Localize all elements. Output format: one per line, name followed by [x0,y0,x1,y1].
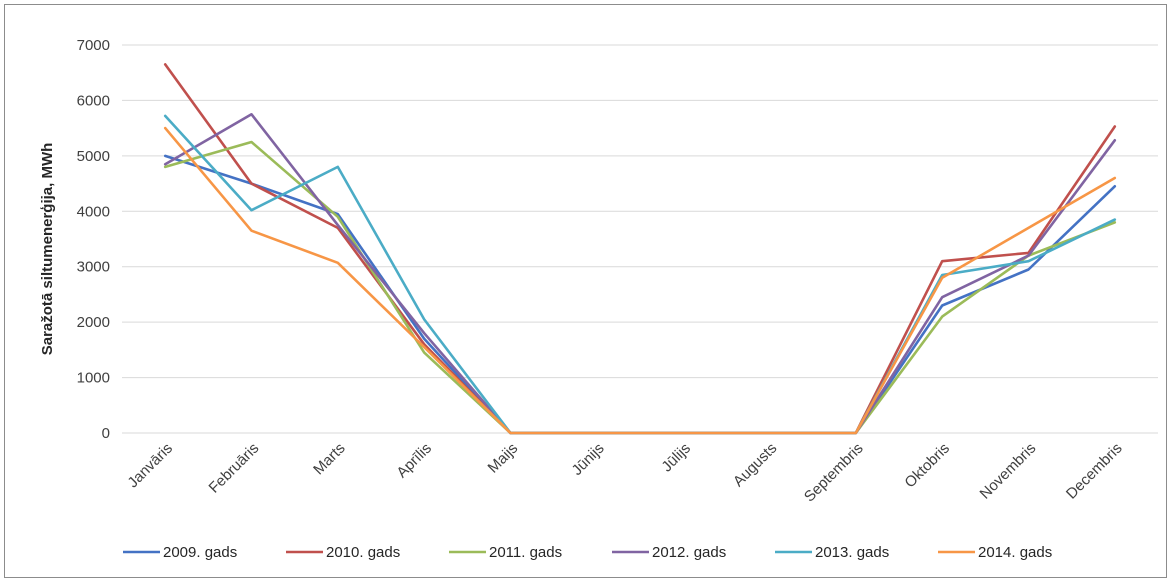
x-axis-tick-labels: Janvāris Februāris Marts Aprīlis Maijs Jūnijs… [124,440,1125,506]
series-line-3 [163,113,1117,435]
chart-frame: 0 1000 2000 3000 4000 5000 6000 7000 Janvāris Fe… [4,4,1167,578]
legend-item: 2010. gads [286,544,400,561]
series-line-4 [163,114,1117,435]
x-tick-label: Novembris [977,440,1040,503]
legend-label: 2010. gads [326,544,400,561]
line-chart: 0 1000 2000 3000 4000 5000 6000 7000 Janvāris Fe… [39,37,1158,561]
x-tick-label: Aprīlis [393,440,434,481]
x-tick-label: Jūnijs [569,440,608,479]
legend-item: 2013. gads [775,544,889,561]
legend-label: 2011. gads [489,544,562,561]
legend-label: 2012. gads [652,544,726,561]
legend-item: 2012. gads [612,544,726,561]
y-tick-label: 3000 [77,259,110,276]
x-tick-label: Decembris [1063,440,1126,503]
y-tick-label: 2000 [77,314,110,331]
legend-item: 2009. gads [123,544,237,561]
legend-label: 2014. gads [978,544,1052,561]
x-tick-label: Jūlijs [658,440,694,476]
x-tick-label: Februāris [206,440,263,497]
y-tick-label: 5000 [77,148,110,165]
series-lines [163,63,1117,435]
y-tick-label: 1000 [77,370,110,387]
x-tick-label: Augusts [730,440,780,490]
y-tick-label: 7000 [77,37,110,54]
x-tick-label: Marts [310,440,349,479]
x-tick-label: Oktobris [901,440,953,492]
legend-label: 2013. gads [815,544,889,561]
y-tick-label: 4000 [77,203,110,220]
legend-label: 2009. gads [163,544,237,561]
legend-item: 2014. gads [938,544,1052,561]
legend-item: 2011. gads [449,544,562,561]
y-tick-label: 0 [102,425,110,442]
x-tick-label: Septembris [801,440,867,506]
y-axis-title: Saražotā siltumenerģija, MWh [39,143,56,356]
y-tick-label: 6000 [77,92,110,109]
legend: 2009. gads 2010. gads 2011. gads 2012. gads… [123,544,1052,561]
x-tick-label: Maijs [485,440,522,477]
x-tick-label: Janvāris [124,440,176,492]
gridlines [122,44,1158,434]
series-line-5 [163,126,1117,435]
y-axis-tick-labels: 0 1000 2000 3000 4000 5000 6000 7000 [77,37,110,442]
